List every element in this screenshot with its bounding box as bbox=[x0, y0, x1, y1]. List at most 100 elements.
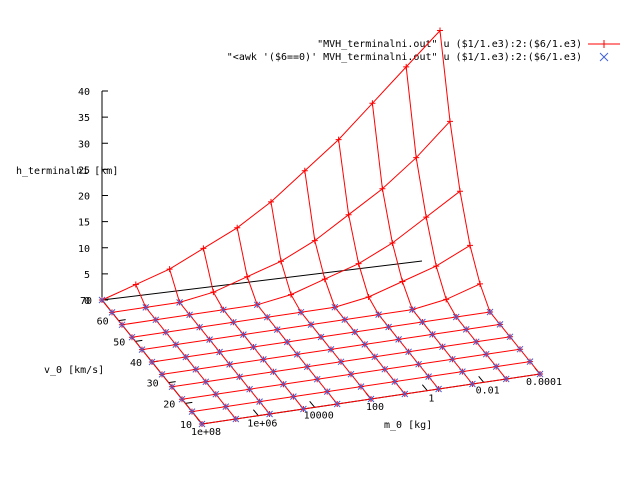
y-tick-label: 20 bbox=[163, 399, 175, 410]
data-point-series-2 bbox=[260, 356, 267, 363]
data-point-series-2 bbox=[496, 321, 504, 328]
data-point-series-2 bbox=[168, 383, 176, 391]
data-point-series-2 bbox=[331, 303, 339, 311]
x-tick-mark bbox=[309, 401, 316, 408]
data-point-series-2 bbox=[232, 415, 240, 423]
data-point-series-2 bbox=[381, 365, 389, 373]
data-point-series-2 bbox=[297, 308, 305, 316]
data-point-series-2 bbox=[226, 361, 233, 368]
data-point-series-2 bbox=[293, 351, 301, 358]
data-point-series-2 bbox=[395, 336, 402, 343]
data-point-series-2 bbox=[492, 363, 500, 370]
data-point-series-2 bbox=[333, 400, 341, 408]
data-point-series-2 bbox=[317, 333, 325, 341]
surface-line-m0 bbox=[304, 170, 406, 395]
data-point-series-2 bbox=[472, 338, 480, 346]
x-tick-label: 10000 bbox=[304, 410, 334, 421]
data-point-series-2 bbox=[162, 328, 170, 336]
data-point-series-2 bbox=[98, 296, 106, 304]
x-tick-label: 0.01 bbox=[476, 385, 500, 396]
data-point-series-2 bbox=[341, 316, 349, 323]
data-point-series-2 bbox=[216, 348, 223, 356]
z-axis-label: h_terminalni [km] bbox=[16, 166, 118, 177]
data-point-series-2 bbox=[415, 360, 422, 368]
data-point-series-2 bbox=[300, 405, 307, 413]
surface-line-v0 bbox=[131, 244, 471, 338]
surface-line-m0 bbox=[371, 103, 473, 385]
data-point-series-2 bbox=[198, 420, 206, 428]
data-point-series-2 bbox=[253, 301, 261, 309]
surface-line-v0 bbox=[141, 283, 481, 351]
data-point-series-2 bbox=[250, 343, 257, 351]
x-tick-label: 0.0001 bbox=[526, 377, 562, 388]
data-point-series-2 bbox=[506, 333, 514, 341]
data-point-series-2 bbox=[307, 321, 315, 328]
data-point-series-1 bbox=[369, 100, 376, 107]
data-point-series-2 bbox=[459, 368, 466, 375]
data-point-series-2 bbox=[409, 306, 416, 313]
data-point-series-2 bbox=[196, 323, 203, 331]
data-point-series-2 bbox=[206, 336, 213, 343]
data-point-series-2 bbox=[469, 380, 476, 388]
data-point-series-2 bbox=[256, 398, 263, 405]
legend-label-series-1: "MVH_terminalni.out" u ($1/1.e3):2:($6/1… bbox=[317, 39, 582, 50]
data-point-series-1 bbox=[200, 245, 207, 252]
data-point-series-2 bbox=[176, 299, 183, 306]
data-point-series-2 bbox=[371, 353, 379, 361]
surface-line-v0 bbox=[111, 120, 451, 313]
data-point-series-2 bbox=[230, 318, 237, 326]
data-point-series-1 bbox=[278, 258, 284, 265]
data-point-series-2 bbox=[482, 350, 490, 358]
data-point-series-2 bbox=[502, 375, 510, 383]
y-tick-label: 70 bbox=[80, 296, 92, 307]
x-tick-label: 100 bbox=[366, 402, 384, 413]
data-point-series-2 bbox=[516, 345, 524, 353]
legend-marker-series-1 bbox=[600, 40, 608, 48]
z-tick-label: 35 bbox=[78, 113, 90, 124]
data-point-series-1 bbox=[301, 167, 308, 174]
data-point-series-1 bbox=[413, 154, 420, 161]
data-point-series-2 bbox=[283, 338, 291, 346]
z-tick-label: 5 bbox=[84, 270, 90, 281]
data-point-series-1 bbox=[477, 280, 483, 287]
surface-line-m0 bbox=[169, 268, 270, 415]
z-tick-label: 40 bbox=[78, 87, 90, 98]
data-point-series-1 bbox=[443, 296, 450, 303]
x-tick-label: 1 bbox=[428, 394, 434, 405]
data-point-series-2 bbox=[526, 358, 534, 365]
data-point-series-2 bbox=[266, 410, 273, 418]
data-point-series-2 bbox=[449, 355, 456, 363]
data-point-series-2 bbox=[313, 375, 321, 383]
y-tick-label: 40 bbox=[130, 358, 142, 369]
data-point-series-2 bbox=[182, 353, 190, 361]
surface-mesh bbox=[101, 30, 541, 425]
data-point-series-1 bbox=[399, 278, 406, 285]
legend-label-series-2: "<awk '($6==0)' MVH_terminalni.out" u ($… bbox=[227, 52, 582, 63]
data-point-series-2 bbox=[246, 385, 253, 393]
data-point-series-1 bbox=[234, 224, 241, 231]
data-point-series-2 bbox=[192, 366, 200, 373]
data-point-series-2 bbox=[178, 395, 186, 403]
data-point-series-2 bbox=[222, 403, 230, 410]
data-point-series-2 bbox=[462, 326, 470, 333]
data-point-series-2 bbox=[435, 385, 442, 393]
data-point-series-2 bbox=[263, 313, 271, 321]
data-point-series-1 bbox=[335, 136, 342, 143]
data-point-series-2 bbox=[536, 370, 544, 378]
surface-line-m0 bbox=[236, 227, 338, 405]
back-axis-line bbox=[101, 260, 423, 301]
data-point-series-1 bbox=[166, 266, 173, 273]
data-point-series-2 bbox=[303, 363, 311, 371]
data-point-series-1 bbox=[467, 242, 473, 249]
y-tick-label: 10 bbox=[180, 420, 192, 431]
data-point-series-2 bbox=[220, 306, 227, 314]
x-axis-label: m_0 [kg] bbox=[384, 420, 432, 431]
data-point-series-2 bbox=[186, 311, 193, 319]
data-point-series-1 bbox=[457, 188, 463, 195]
data-point-series-2 bbox=[405, 348, 412, 356]
data-point-series-2 bbox=[401, 390, 409, 398]
y-tick-label: 50 bbox=[113, 337, 125, 348]
data-point-series-1 bbox=[311, 237, 318, 244]
data-point-series-2 bbox=[158, 371, 166, 378]
